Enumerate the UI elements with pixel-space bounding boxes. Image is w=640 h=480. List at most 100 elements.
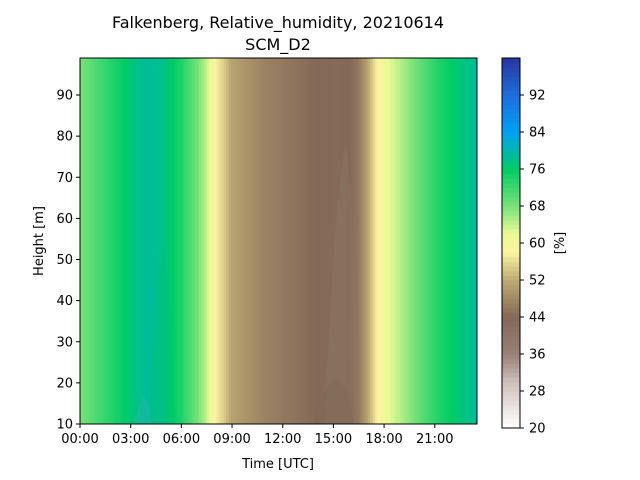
heatmap-column	[218, 58, 223, 424]
heatmap-column	[293, 58, 297, 424]
y-axis-label: Height [m]	[32, 206, 47, 276]
heatmap-column	[387, 58, 391, 424]
heatmap-column	[191, 58, 195, 424]
colorbar-step	[502, 247, 520, 253]
heatmap-column	[472, 58, 476, 424]
y-tick-label: 40	[56, 294, 73, 309]
colorbar-step	[502, 196, 520, 202]
heatmap-column	[199, 58, 203, 424]
heatmap-column	[84, 58, 89, 424]
heatmap-column	[266, 58, 270, 424]
colorbar-step	[502, 391, 520, 397]
heatmap-column	[216, 58, 220, 424]
heatmap-column	[474, 58, 477, 424]
colorbar-step	[502, 164, 520, 170]
colorbar-step	[502, 81, 520, 87]
colorbar-axis: 20 28 36 44 52 60 68 76 84 92	[520, 89, 546, 437]
heatmap-column	[469, 58, 473, 424]
colorbar-step	[502, 233, 520, 239]
heatmap-column	[137, 58, 141, 424]
colorbar-step	[502, 108, 520, 115]
heatmap-column	[360, 58, 364, 424]
heatmap-column	[206, 58, 210, 424]
heatmap-column	[109, 58, 113, 424]
colorbar-step	[502, 201, 520, 207]
heatmap-column	[268, 58, 272, 424]
y-tick-label: 80	[56, 130, 73, 145]
heatmap-column	[459, 58, 463, 424]
high-humidity-tongue	[150, 246, 175, 424]
heatmap-column	[467, 58, 471, 424]
colorbar-step	[502, 62, 520, 68]
heatmap-column	[87, 58, 91, 424]
colorbar-step	[502, 192, 520, 198]
heatmap-column	[447, 58, 451, 424]
colorbar-step	[502, 178, 520, 184]
colorbar-step	[502, 367, 520, 374]
chart-title: Falkenberg, Relative_humidity, 20210614	[112, 13, 444, 33]
heatmap-column	[243, 58, 247, 424]
heatmap-column	[82, 58, 86, 424]
heatmap-column	[285, 58, 290, 424]
y-tick-label: 30	[56, 335, 73, 350]
colorbar-step	[502, 224, 520, 230]
heatmap-column	[283, 58, 287, 424]
heatmap-column	[196, 58, 200, 424]
colorbar-step	[502, 118, 520, 124]
heatmap-column	[457, 58, 461, 424]
colorbar-step	[502, 330, 520, 337]
colorbar-tick-label: 20	[529, 422, 546, 437]
heatmap-column	[439, 58, 443, 424]
heatmap-column	[139, 58, 143, 424]
heatmap-column	[362, 58, 366, 424]
heatmap-column	[442, 58, 446, 424]
colorbar-step	[502, 159, 520, 165]
heatmap-column	[313, 58, 317, 424]
colorbar-step	[502, 150, 520, 156]
heatmap-column	[228, 58, 232, 424]
heatmap-column	[151, 58, 156, 424]
colorbar-tick-label: 36	[529, 348, 546, 363]
high-humidity-core	[134, 396, 152, 424]
heatmap-column	[350, 58, 354, 424]
heatmap-column	[176, 58, 180, 424]
heatmap-column	[370, 58, 374, 424]
colorbar-step	[502, 58, 520, 64]
colorbar-step	[502, 187, 520, 193]
heatmap-column	[80, 58, 84, 424]
heatmap-column	[437, 58, 441, 424]
heatmap-column	[142, 58, 146, 424]
heatmap-column	[333, 58, 337, 424]
heatmap-column	[94, 58, 98, 424]
heatmap-column	[231, 58, 235, 424]
heatmap-column	[355, 58, 359, 424]
heatmap-column	[223, 58, 227, 424]
heatmap-column	[258, 58, 262, 424]
heatmap-column	[422, 58, 426, 424]
colorbar-step	[502, 386, 520, 392]
colorbar-step	[502, 127, 520, 133]
colorbar-tick-label: 60	[529, 237, 546, 252]
heatmap-column	[280, 58, 285, 424]
colorbar-step	[502, 335, 520, 341]
heatmap-column	[233, 58, 237, 424]
colorbar-step	[502, 155, 520, 161]
x-axis: 00:00 03:00 06:00 09:00 12:00 15:00 18:00 21:00	[61, 424, 454, 447]
heatmap-column	[246, 58, 250, 424]
x-tick-label: 06:00	[163, 432, 200, 447]
colorbar-step	[502, 293, 520, 300]
heatmap-column	[236, 58, 240, 424]
y-tick-label: 60	[56, 212, 73, 227]
heatmap-column	[253, 58, 257, 424]
heatmap-column	[132, 58, 136, 424]
colorbar-tick-label: 76	[529, 163, 546, 178]
colorbar-tick-label: 28	[529, 385, 546, 400]
colorbar-step	[502, 317, 520, 323]
heatmap-column	[372, 58, 376, 424]
heatmap-column	[263, 58, 267, 424]
low-humidity-tongue-upper	[325, 148, 360, 424]
heatmap-column	[310, 58, 314, 424]
colorbar-step	[502, 418, 520, 424]
heatmap-column	[417, 58, 421, 424]
heatmap-column	[402, 58, 406, 424]
